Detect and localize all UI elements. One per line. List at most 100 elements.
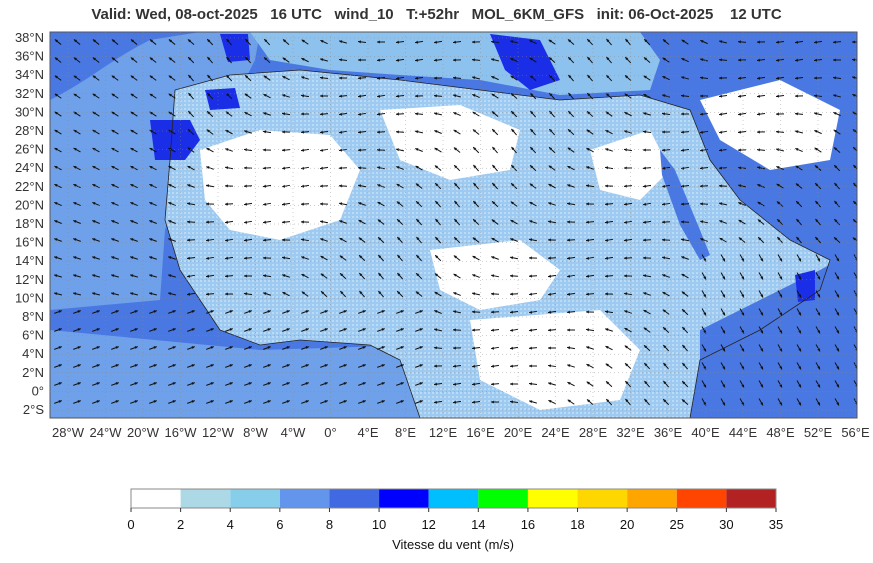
wind-arrow [472, 200, 480, 208]
wind-arrow [737, 58, 747, 62]
wind-arrow [739, 344, 745, 352]
wind-arrow [282, 57, 290, 63]
wind-arrow [775, 112, 785, 116]
wind-arrow [815, 398, 821, 406]
wind-arrow [130, 183, 138, 189]
wind-arrow [415, 291, 423, 297]
calm-wind-area [380, 105, 520, 180]
wind-arrow [775, 76, 785, 80]
wind-arrow [681, 326, 689, 334]
wind-arrow [357, 130, 367, 134]
latitude-label: 16°N [15, 235, 44, 250]
wind-arrow [624, 380, 632, 388]
wind-arrow [814, 147, 822, 153]
wind-arrow [796, 398, 802, 406]
wind-arrow [758, 398, 764, 406]
wind-arrow [452, 40, 462, 44]
wind-arrow [492, 146, 498, 154]
wind-arrow [471, 382, 481, 386]
strong-wind-area [205, 88, 240, 110]
wind-arrow [491, 93, 499, 99]
wind-arrow [186, 202, 196, 206]
wind-arrow [54, 346, 62, 350]
wind-arrow [681, 380, 689, 388]
wind-arrow [262, 220, 272, 224]
longitude-label: 16°E [466, 425, 495, 440]
wind-arrow [73, 364, 81, 368]
wind-arrow [834, 362, 840, 370]
wind-arrow [377, 219, 385, 225]
wind-arrow [319, 94, 329, 98]
wind-arrow [263, 112, 271, 116]
wind-arrow [739, 398, 745, 406]
wind-arrow [301, 39, 309, 45]
wind-arrow [73, 346, 81, 350]
wind-arrow [471, 364, 481, 368]
wind-arrow [509, 274, 519, 278]
wind-arrow [92, 111, 100, 117]
wind-arrow [756, 58, 766, 62]
wind-arrow [130, 111, 138, 117]
wind-arrow [434, 236, 442, 244]
wind-arrow [528, 292, 538, 296]
wind-arrow [243, 220, 253, 224]
wind-arrow [376, 76, 386, 80]
wind-arrow [833, 164, 841, 172]
wind-arrow [130, 346, 138, 350]
wind-arrow [472, 255, 480, 261]
wind-arrow [377, 400, 385, 404]
colorbar-swatch [527, 489, 578, 508]
wind-arrow [511, 128, 517, 136]
wind-arrow [224, 256, 234, 260]
wind-arrow [226, 56, 232, 64]
wind-arrow [358, 310, 366, 314]
wind-arrow [130, 57, 138, 63]
wind-arrow [529, 183, 537, 189]
wind-arrow [547, 220, 557, 224]
wind-arrow [149, 165, 157, 171]
wind-arrow [699, 130, 709, 134]
wind-arrow [111, 147, 119, 153]
wind-arrow [758, 290, 764, 298]
wind-arrow [92, 400, 100, 404]
longitude-label: 12°W [202, 425, 235, 440]
wind-arrow [92, 75, 100, 81]
wind-arrow [433, 346, 443, 350]
wind-arrow [509, 292, 519, 296]
wind-arrow [263, 292, 271, 296]
wind-arrow [262, 238, 272, 242]
wind-arrow [586, 381, 594, 387]
wind-arrow [187, 39, 195, 45]
wind-arrow [225, 400, 233, 404]
wind-arrow [243, 202, 253, 206]
wind-arrow [624, 327, 632, 333]
wind-arrow [528, 238, 538, 242]
wind-arrow [453, 273, 461, 279]
wind-arrow [642, 184, 652, 188]
wind-arrow [453, 236, 461, 244]
latitude-label: 38°N [15, 30, 44, 45]
wind-arrow [758, 344, 764, 352]
wind-arrow [244, 310, 252, 314]
wind-arrow [339, 290, 347, 298]
wind-arrow [585, 238, 595, 242]
wind-arrow [433, 112, 443, 116]
wind-arrow [490, 310, 500, 314]
wind-arrow [720, 398, 726, 406]
wind-arrow [111, 256, 119, 260]
wind-arrow [834, 290, 840, 298]
wind-arrow [225, 364, 233, 368]
wind-arrow [54, 382, 62, 386]
wind-arrow [224, 238, 234, 242]
wind-arrow [320, 310, 328, 314]
wind-arrow [509, 328, 519, 332]
wind-arrow [301, 76, 309, 80]
wind-arrow [263, 75, 271, 81]
wind-arrow [453, 111, 461, 117]
wind-arrow [244, 364, 252, 368]
wind-arrow [377, 201, 385, 207]
wind-arrow [263, 346, 271, 350]
wind-arrow [358, 400, 366, 404]
wind-arrow [720, 362, 726, 370]
wind-arrow [718, 58, 728, 62]
